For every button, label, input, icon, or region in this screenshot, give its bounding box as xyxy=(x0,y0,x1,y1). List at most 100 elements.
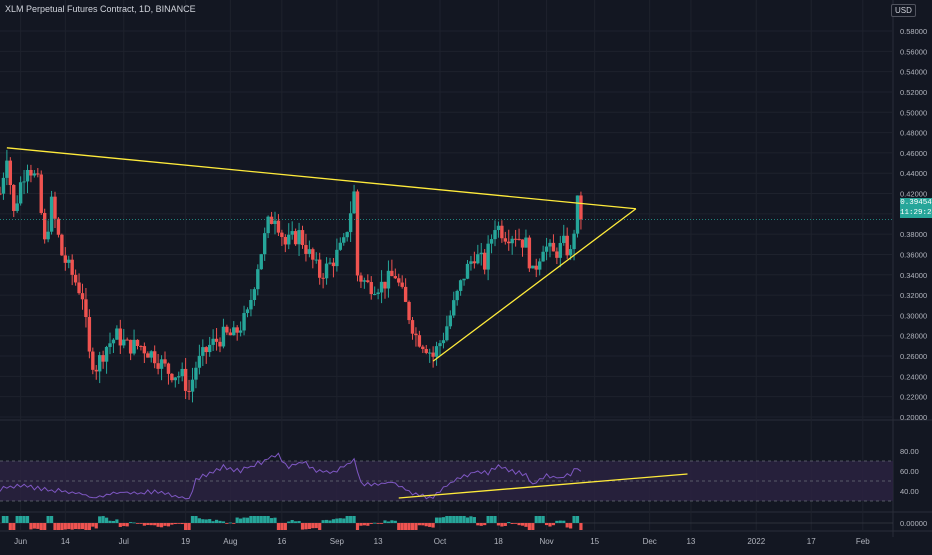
candle-body xyxy=(256,269,260,290)
candles xyxy=(0,149,893,403)
histogram-bar xyxy=(190,516,195,523)
candle-body xyxy=(94,369,98,372)
histogram-bar xyxy=(476,523,480,526)
candle-body xyxy=(225,326,229,333)
trendline xyxy=(432,208,637,362)
candle-body xyxy=(187,390,191,392)
candle-body xyxy=(5,160,9,178)
histogram-bar xyxy=(379,523,384,524)
histogram-bar xyxy=(173,523,177,525)
histogram-bar xyxy=(125,523,129,527)
histogram-bar xyxy=(252,516,256,523)
candle-body xyxy=(238,330,243,333)
candle-body xyxy=(128,339,133,354)
candle-body xyxy=(304,245,308,254)
histogram-bar xyxy=(177,523,181,524)
histogram-bar xyxy=(558,520,562,523)
candle-body xyxy=(163,359,167,364)
histogram-bar xyxy=(469,516,473,523)
candle-body xyxy=(537,261,542,270)
histogram-bar xyxy=(359,523,363,526)
histogram-bar xyxy=(311,523,315,529)
histogram-bar xyxy=(36,523,40,529)
histogram-bar xyxy=(32,523,36,529)
histogram-bar xyxy=(266,516,270,523)
candle-body xyxy=(170,373,174,381)
candle-body xyxy=(558,242,563,258)
candle-body xyxy=(104,346,109,362)
candle-body xyxy=(101,355,105,362)
histogram-bar xyxy=(263,516,267,523)
candle-body xyxy=(551,242,556,252)
histogram-bar xyxy=(139,523,143,524)
time-tick-label: Jul xyxy=(119,537,129,546)
histogram-bar xyxy=(355,523,360,530)
candle-body xyxy=(190,379,195,392)
histogram-bar xyxy=(273,517,277,523)
histogram-bar xyxy=(331,519,336,523)
candle-body xyxy=(348,213,353,233)
candle-body xyxy=(421,346,425,350)
candle-body xyxy=(218,341,222,347)
histogram-bar xyxy=(366,523,370,526)
candle-body xyxy=(369,282,373,295)
histogram-bar xyxy=(156,523,160,527)
candle-body xyxy=(462,278,466,281)
histogram-bar xyxy=(25,516,30,523)
histogram-bar xyxy=(321,520,325,523)
candle-body xyxy=(201,347,205,356)
rsi-tick-label: 40.00 xyxy=(900,487,919,496)
histogram-bar xyxy=(259,516,263,523)
histogram-bar xyxy=(445,516,449,523)
candle-body xyxy=(417,335,422,347)
histogram-bar xyxy=(146,523,150,526)
candle-body xyxy=(338,242,343,250)
candle-body xyxy=(36,173,40,175)
trendlines[interactable] xyxy=(6,147,688,499)
candle-body xyxy=(510,238,514,244)
histogram-bar xyxy=(551,523,556,526)
histogram-bar xyxy=(579,523,583,530)
candle-body xyxy=(63,255,68,263)
histogram-bar xyxy=(496,523,501,526)
candle-body xyxy=(403,286,408,302)
histogram-bar xyxy=(122,523,126,527)
candle-body xyxy=(410,320,415,334)
histogram-bar xyxy=(166,523,171,527)
histogram-bar xyxy=(39,523,43,530)
candle-body xyxy=(287,234,291,245)
currency-badge[interactable]: USD xyxy=(891,4,916,17)
candle-body xyxy=(469,261,473,264)
time-tick-label: Jun xyxy=(14,537,27,546)
price-tick-label: 0.50000 xyxy=(900,108,927,117)
histogram-bar xyxy=(46,516,50,523)
histogram-bar xyxy=(349,516,353,523)
histogram-bar xyxy=(135,523,140,524)
candle-body xyxy=(455,290,459,301)
price-tick-label: 0.44000 xyxy=(900,169,927,178)
rsi-tick-label: 60.00 xyxy=(900,467,919,476)
histogram-bar xyxy=(314,523,318,529)
candle-body xyxy=(534,265,538,270)
histogram-bar xyxy=(29,523,33,530)
histogram-bar xyxy=(455,516,459,523)
histogram-bar xyxy=(335,518,339,523)
histogram-bar xyxy=(397,523,401,530)
price-tick-label: 0.58000 xyxy=(900,27,927,36)
histogram-bar xyxy=(15,516,19,523)
candle-body xyxy=(482,252,487,270)
candle-body xyxy=(132,339,136,354)
candle-body xyxy=(273,220,277,224)
candle-body xyxy=(207,344,212,353)
histogram-bar xyxy=(80,523,85,530)
candle-body xyxy=(80,293,85,300)
candle-body xyxy=(441,340,446,344)
histogram-bar xyxy=(462,516,466,523)
candle-body xyxy=(372,294,377,296)
histogram-bar xyxy=(153,523,157,526)
candle-body xyxy=(56,218,61,235)
candle-body xyxy=(424,349,428,353)
candle-body xyxy=(25,169,30,182)
